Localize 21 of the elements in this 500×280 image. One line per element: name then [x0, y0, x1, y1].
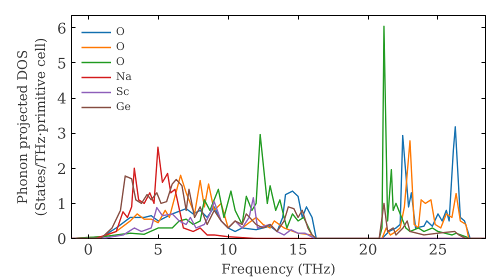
legend-label: Sc: [116, 85, 130, 98]
legend-label: O: [116, 25, 126, 38]
x-tick-label: 10: [218, 242, 238, 258]
y-axis-title: Phonon projected DOS (States/THz·primitive cell): [16, 38, 50, 216]
y-tick-label: 0: [57, 231, 67, 248]
x-tick-label: 15: [288, 242, 308, 258]
y-tick-label: 2: [57, 160, 67, 178]
legend-label: O: [116, 40, 126, 53]
legend-label: Na: [116, 70, 133, 83]
x-axis-title: Frequency (THz): [221, 262, 336, 278]
x-tick-label: 20: [358, 242, 378, 258]
legend-label: O: [116, 55, 126, 68]
legend-label: Ge: [116, 100, 132, 113]
y-tick-label: 5: [57, 55, 67, 72]
y-tick-label: 3: [57, 126, 67, 143]
y-tick-label: 1: [57, 196, 67, 213]
x-tick-label: 5: [154, 242, 163, 258]
x-tick-label: 0: [84, 242, 93, 258]
y-tick-label: 6: [57, 20, 67, 38]
y-tick-label: 4: [57, 90, 67, 108]
x-tick-label: 25: [428, 242, 448, 258]
